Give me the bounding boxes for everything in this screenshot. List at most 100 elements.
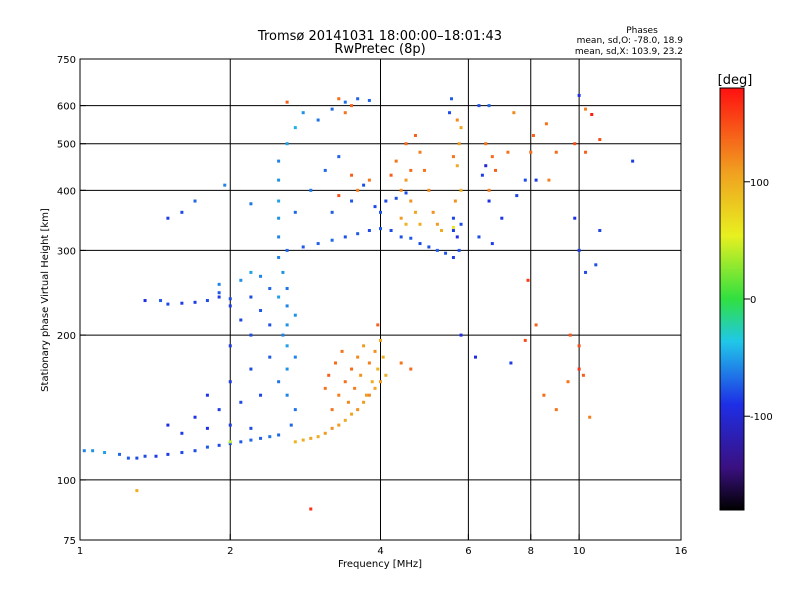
data-point [350,412,354,416]
data-point [404,178,408,182]
data-point [373,349,377,353]
data-point [409,236,413,240]
data-point [379,227,382,231]
y-tick-label: 750 [57,55,76,66]
data-point [180,210,184,214]
data-point [281,270,285,274]
data-point [362,400,366,404]
data-point [249,438,253,442]
data-point [451,228,455,232]
data-point [394,196,398,200]
data-point [379,380,382,384]
data-point [277,199,281,203]
data-point [268,286,272,290]
data-point [370,380,374,384]
data-point [337,97,341,101]
data-point [459,126,463,130]
data-point [309,436,313,440]
data-point [217,408,221,412]
data-point [487,188,491,192]
data-point [353,386,357,390]
data-point [268,435,272,439]
colorbar-ticks: 100 0 -100 [744,178,773,423]
data-point [529,150,533,154]
data-point [166,216,170,220]
data-point [277,433,281,437]
data-point [239,400,243,404]
data-point [205,299,209,303]
data-point [523,338,527,342]
data-point [281,333,285,337]
data-point [316,118,320,122]
data-point [330,426,334,430]
data-point [143,299,147,303]
data-point [581,373,585,377]
data-point [277,255,281,259]
colorbar-label: [deg] [718,73,753,88]
colorbar-tick-label: 100 [750,178,769,189]
data-point [126,456,130,460]
data-point [484,142,488,146]
data-point [91,449,95,453]
data-point [277,380,281,384]
data-point [413,134,417,138]
data-point [451,255,455,259]
data-point [409,168,413,172]
data-point [367,361,371,365]
data-point [409,367,413,371]
data-point [249,270,253,274]
data-point [337,194,341,198]
data-point [494,168,498,172]
data-point [367,178,371,182]
x-tick-label: 16 [675,546,688,557]
data-point [316,435,320,439]
data-point [285,100,289,104]
data-point [249,333,253,337]
data-point [459,222,463,226]
data-point [356,355,360,359]
data-point [277,235,281,239]
data-point [249,367,253,371]
data-point [506,150,510,154]
y-tick-label: 200 [57,331,76,342]
data-point [526,278,530,282]
data-point [590,113,594,117]
data-point [356,232,360,236]
data-point [584,150,588,154]
data-point [573,142,577,146]
data-point [512,111,516,115]
data-point [455,235,459,239]
data-point [480,173,484,177]
x-axis-ticks: 1 2 4 6 8 10 16 [77,534,688,557]
data-point [337,393,341,397]
data-point [180,431,184,435]
data-point [490,155,494,159]
data-point [389,228,393,232]
data-point [381,355,385,359]
data-point [293,313,297,317]
data-point [346,400,350,404]
data-point [285,304,289,308]
y-tick-label: 600 [57,102,76,113]
data-point [223,183,227,187]
data-point [365,393,369,397]
data-point [568,333,572,337]
data-point [259,436,263,440]
x-tick-label: 8 [528,546,534,557]
data-point [577,367,581,371]
data-point [330,238,334,242]
colorbar-tick-label: -100 [750,412,773,423]
data-point [356,188,360,192]
x-tick-label: 6 [465,546,471,557]
data-point [459,333,463,337]
data-point [409,199,413,203]
data-point [399,216,403,220]
y-tick-label: 75 [63,536,76,547]
data-point [457,248,461,252]
data-point [268,355,272,359]
data-point [249,295,253,299]
x-tick-label: 4 [377,546,383,557]
data-point [323,386,327,390]
data-point [379,338,382,342]
